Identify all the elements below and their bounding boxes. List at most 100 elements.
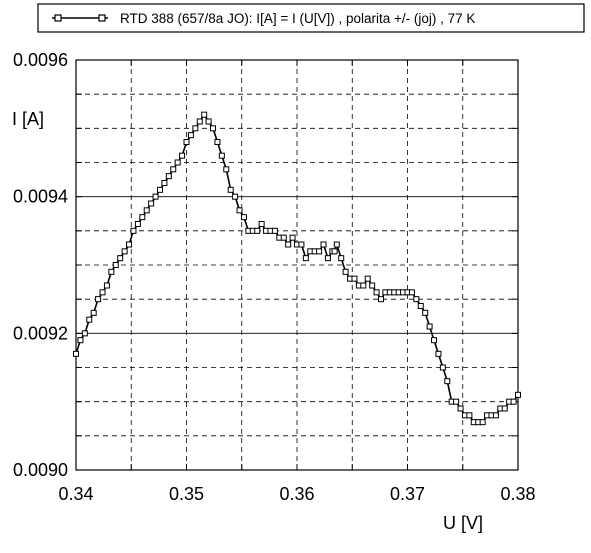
- data-point: [99, 289, 106, 296]
- y-tick-label: 0.0094: [13, 187, 68, 207]
- grid: [76, 60, 518, 470]
- data-point: [360, 282, 367, 289]
- data-point: [161, 180, 168, 186]
- data-point: [408, 289, 415, 296]
- data-point: [444, 378, 451, 385]
- data-point: [179, 152, 186, 159]
- data-point: [351, 275, 358, 282]
- data-point: [457, 405, 464, 412]
- data-point: [331, 248, 338, 255]
- data-point: [192, 125, 199, 132]
- data-point: [165, 173, 172, 180]
- data-point: [90, 309, 97, 316]
- plot-frame: [75, 59, 519, 471]
- data-point: [453, 398, 460, 405]
- x-tick-label: 0.35: [169, 484, 204, 504]
- data-point: [232, 193, 239, 200]
- data-point: [369, 282, 376, 289]
- y-tick-label: 0.0092: [13, 323, 68, 343]
- data-point: [148, 200, 155, 207]
- legend-marker: [98, 14, 106, 22]
- data-point: [431, 337, 438, 344]
- y-tick-labels: 0.0090 0.0092 0.0094 0.0096: [13, 50, 68, 480]
- data-point: [152, 193, 159, 200]
- data-point: [342, 268, 349, 275]
- data-point: [320, 241, 327, 248]
- data-point: [510, 398, 517, 405]
- data-point: [143, 207, 150, 214]
- y-tick-label: 0.0090: [13, 460, 68, 480]
- data-point: [130, 227, 137, 234]
- data-point: [479, 419, 486, 426]
- data-point: [108, 268, 115, 275]
- x-tick-label: 0.36: [279, 484, 314, 504]
- data-point: [170, 166, 177, 173]
- data-point: [333, 241, 340, 248]
- data-point: [156, 186, 163, 193]
- data-point: [117, 255, 124, 262]
- data-point: [417, 303, 424, 309]
- data-point: [302, 255, 309, 262]
- data-point: [254, 227, 261, 234]
- data-point: [492, 412, 499, 419]
- data-point: [210, 125, 217, 132]
- data-point: [364, 275, 371, 282]
- data-series: [73, 111, 521, 426]
- x-tick-label: 0.34: [58, 484, 93, 504]
- data-point: [373, 289, 380, 296]
- data-point: [73, 350, 79, 357]
- data-point: [271, 227, 278, 234]
- data-point: [240, 214, 247, 221]
- data-point: [183, 139, 190, 145]
- y-tick-label: 0.0096: [13, 50, 68, 70]
- data-point: [298, 241, 305, 248]
- data-point: [223, 166, 230, 173]
- data-point: [426, 323, 433, 330]
- data-point: [86, 316, 93, 323]
- data-point: [439, 364, 446, 371]
- data-point: [289, 234, 296, 241]
- data-point: [139, 214, 146, 221]
- data-point: [134, 221, 141, 227]
- data-point: [324, 255, 331, 262]
- data-point: [126, 241, 133, 248]
- legend-entry-label: RTD 388 (657/8a JO): I[A] = I (U[V]) , p…: [120, 11, 475, 26]
- legend-box: [37, 3, 585, 33]
- data-point: [501, 405, 508, 412]
- data-point: [515, 391, 521, 398]
- data-point: [196, 118, 203, 125]
- y-axis-label: I [A]: [12, 109, 44, 129]
- data-point: [338, 255, 345, 262]
- data-point: [285, 241, 292, 248]
- data-point: [218, 152, 225, 159]
- x-axis-label: U [V]: [443, 513, 483, 533]
- data-point: [121, 248, 128, 255]
- data-point: [236, 207, 243, 214]
- data-point: [214, 139, 221, 145]
- x-tick-label: 0.37: [390, 484, 425, 504]
- x-tick-labels: 0.34 0.35 0.36 0.37 0.38: [58, 484, 535, 504]
- data-point: [377, 296, 384, 303]
- data-point: [95, 296, 102, 303]
- data-point: [77, 337, 84, 344]
- x-tick-label: 0.38: [500, 484, 535, 504]
- legend: RTD 388 (657/8a JO): I[A] = I (U[V]) , p…: [37, 3, 585, 33]
- data-point: [227, 186, 234, 193]
- data-point: [112, 262, 119, 268]
- legend-marker: [54, 14, 62, 22]
- data-point: [466, 412, 473, 419]
- data-point: [435, 350, 442, 357]
- data-point: [103, 282, 110, 289]
- data-point: [174, 159, 181, 166]
- data-point: [205, 118, 212, 125]
- data-point: [413, 296, 420, 303]
- data-point: [316, 248, 323, 255]
- data-point: [201, 111, 208, 118]
- data-point: [422, 309, 429, 316]
- data-point: [81, 330, 88, 337]
- data-point: [280, 234, 287, 241]
- data-point: [187, 132, 194, 139]
- data-point: [258, 221, 265, 227]
